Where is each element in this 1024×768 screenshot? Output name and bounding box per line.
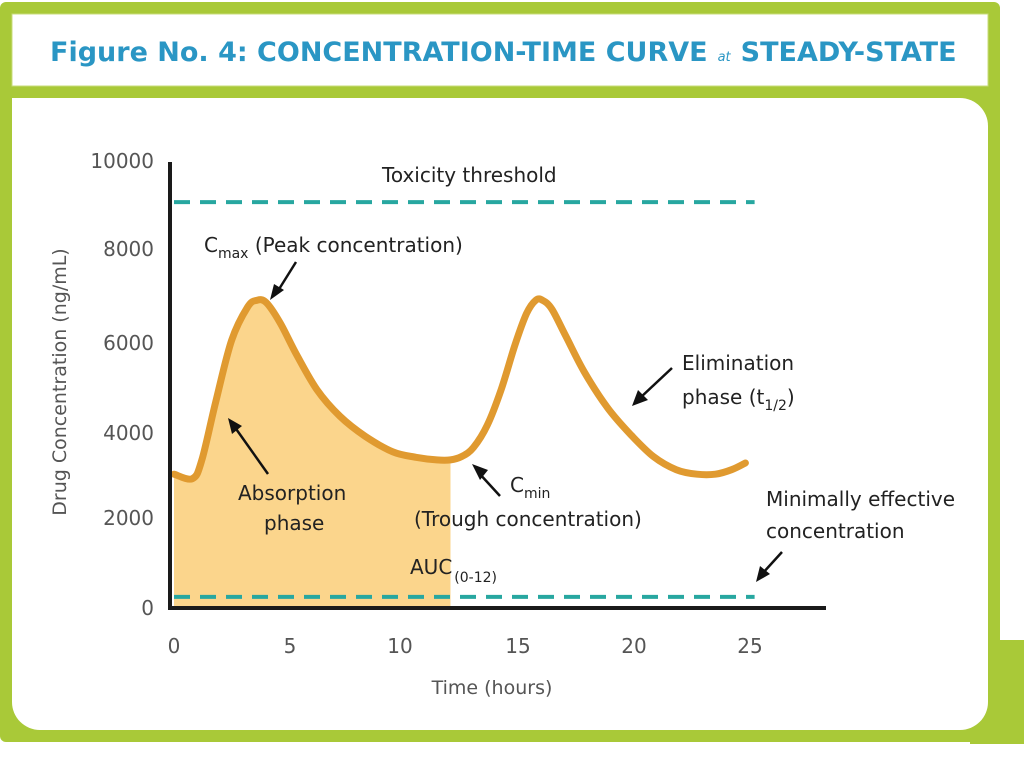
mec-label-2: concentration xyxy=(766,519,905,543)
mec-label-1: Minimally effective xyxy=(766,487,955,511)
cmax-main: C xyxy=(204,233,218,257)
elimination-arrow xyxy=(639,367,673,399)
mec-arrowhead xyxy=(756,566,770,582)
auc-sub: (0-12) xyxy=(454,570,497,586)
chart-panel-square-corner xyxy=(12,98,72,158)
y-tick-label: 4000 xyxy=(103,421,154,445)
x-tick-label: 10 xyxy=(387,634,412,658)
cmin-label: Cmin xyxy=(510,473,550,502)
figure-title: Figure No. 4: CONCENTRATION-TIME CURVE at… xyxy=(50,37,957,68)
x-tick-label: 0 xyxy=(168,634,181,658)
title-panel xyxy=(11,13,989,87)
y-axis-title: Drug Concentration (ng/mL) xyxy=(49,248,71,515)
y-tick-label: 8000 xyxy=(103,237,154,261)
y-tick-label: 6000 xyxy=(103,331,154,355)
elimination-label-1: Elimination xyxy=(682,351,794,375)
x-tick-label: 20 xyxy=(621,634,646,658)
auc-area xyxy=(174,299,451,608)
auc-main: AUC xyxy=(410,555,452,579)
chart-panel xyxy=(12,98,988,730)
cmax-sub: max xyxy=(218,246,249,262)
title-prefix: Figure No. 4: CONCENTRATION-TIME CURVE xyxy=(50,37,708,68)
y-tick-label: 10000 xyxy=(90,149,154,173)
x-tick-label: 5 xyxy=(284,634,297,658)
cmin-main: C xyxy=(510,473,524,497)
title-connector: at xyxy=(718,50,732,65)
cmax-rest: (Peak concentration) xyxy=(248,233,462,257)
elimination-end: ) xyxy=(787,385,795,409)
absorption-arrowhead xyxy=(228,418,242,434)
cmin-sub: min xyxy=(524,486,550,502)
x-tick-label: 25 xyxy=(737,634,762,658)
elimination-sub: 1/2 xyxy=(764,398,787,414)
cmin-arrowhead xyxy=(472,464,488,480)
x-tick-label: 15 xyxy=(505,634,530,658)
y-tick-label: 2000 xyxy=(103,506,154,530)
absorption-label-1: Absorption xyxy=(238,481,346,505)
elimination-label-2: phase (t1/2) xyxy=(682,385,795,414)
title-suffix: STEADY-STATE xyxy=(741,37,957,68)
cmax-label: Cmax (Peak concentration) xyxy=(204,233,463,262)
elimination-arrowhead xyxy=(632,390,648,406)
cmax-arrowhead xyxy=(270,284,284,300)
absorption-arrow xyxy=(232,425,270,475)
y-tick-label: 0 xyxy=(141,596,154,620)
absorption-label-2: phase xyxy=(264,511,324,535)
elimination-main: phase (t xyxy=(682,385,765,409)
concentration-curve xyxy=(170,295,749,483)
toxicity-label: Toxicity threshold xyxy=(381,163,557,187)
x-axis-title: Time (hours) xyxy=(431,677,553,699)
trough-label: (Trough concentration) xyxy=(414,507,642,531)
auc-label: AUC (0-12) xyxy=(410,555,497,586)
